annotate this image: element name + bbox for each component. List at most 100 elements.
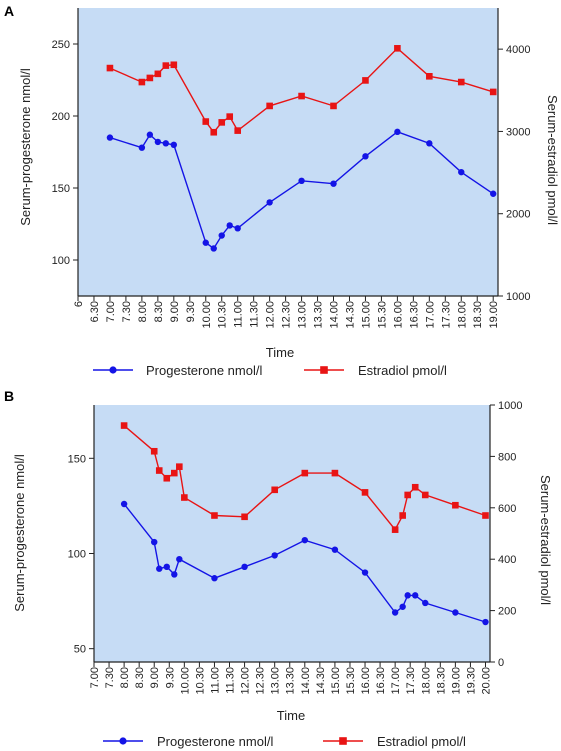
panel-b-progesterone-point (176, 556, 183, 563)
panel-a-right-axis-label: Serum-estradiol pmol/l (545, 95, 560, 225)
panel-a-estradiol-point (394, 45, 401, 52)
panel-a-x-tick-label: 16.30 (408, 301, 420, 329)
panel-b-x-tick-label: 13.30 (285, 667, 297, 695)
panel-a-x-tick-label: 18.00 (456, 301, 468, 329)
panel-a-x-tick-label: 6 (73, 301, 85, 307)
panel-a-legend-progesterone-label: Progesterone nmol/l (146, 363, 262, 378)
panel-b-right-tick-label: 1000 (498, 400, 522, 412)
panel-a-x-tick-label: 15.00 (360, 301, 372, 329)
panel-b-right-tick-label: 0 (498, 657, 504, 669)
panel-a-x-tick-label: 15.30 (376, 301, 388, 329)
panel-a-right-tick-label: 3000 (506, 126, 530, 138)
panel-b-x-tick-label: 7.00 (89, 667, 101, 688)
panel-a-estradiol-point (426, 72, 433, 80)
panel-b-progesterone-point (301, 536, 308, 544)
panel-a-estradiol-point (226, 113, 234, 120)
panel-a-x-axis-label: Time (266, 345, 294, 360)
panel-a-legend-progesterone-marker (109, 366, 117, 374)
panel-a-progesterone-point (154, 138, 162, 146)
panel-a-estradiol-point (154, 70, 162, 78)
panel-b-x-tick-label: 18.00 (420, 667, 432, 695)
panel-b-x-tick-label: 12.30 (255, 667, 267, 695)
panel-b-right-tick-label: 800 (498, 451, 516, 463)
panel-b-letter: B (4, 388, 14, 404)
panel-a-x-tick-label: 8.30 (153, 301, 165, 322)
panel-b-x-tick-label: 20.00 (480, 667, 492, 695)
panel-a-estradiol-point (202, 118, 210, 125)
panel-a-x-tick-label: 17.00 (424, 301, 436, 329)
panel-b-legend-progesterone-marker (119, 737, 127, 745)
panel-b-estradiol-point (452, 501, 459, 509)
panel-b-estradiol-point (163, 474, 171, 482)
panel-a-x-tick-label: 18.30 (472, 301, 484, 329)
panel-b-progesterone-point (404, 592, 411, 599)
panel-b-progesterone-point (361, 569, 369, 576)
panel-a-progesterone-point (362, 153, 369, 160)
panel-b-left-tick-label: 100 (68, 548, 86, 560)
panel-a-progesterone-point (202, 239, 209, 246)
panel-a-progesterone-point (106, 134, 114, 141)
panel-b-x-tick-label: 12.00 (240, 667, 252, 695)
panel-a-legend-estradiol-label: Estradiol pmol/l (358, 363, 447, 378)
panel-b-left-tick-label: 150 (68, 453, 86, 465)
panel-a-progesterone-point (458, 168, 465, 176)
panel-a-estradiol-point (138, 78, 146, 86)
panel-b-estradiol-point (120, 422, 128, 429)
panel-a-estradiol-point (266, 102, 273, 110)
panel-a-progesterone-point (226, 222, 233, 229)
panel-a-progesterone-point (426, 140, 433, 147)
panel-a-left-tick-label: 250 (52, 39, 70, 51)
panel-a-left-axis-label: Serum-progesterone nmol/l (18, 68, 33, 226)
panel-b-estradiol-point (411, 483, 419, 491)
panel-a-estradiol-point (362, 77, 369, 84)
panel-a-progesterone-point (298, 177, 305, 184)
panel-a-estradiol-point (170, 61, 178, 69)
panel-b-right-tick-label: 200 (498, 606, 516, 618)
panel-b-x-tick-label: 15.30 (345, 667, 357, 695)
panel-b-progesterone-point (482, 618, 489, 626)
panel-a-x-tick-label: 9.00 (169, 301, 181, 322)
panel-b-estradiol-point (176, 463, 183, 470)
panel-b-x-tick-label: 13.00 (270, 667, 282, 695)
panel-a-estradiol-point (210, 128, 218, 136)
panel-b-estradiol-point (404, 491, 411, 499)
panel-b-plot-area (94, 405, 490, 662)
panel-b-estradiol-point (361, 489, 369, 496)
panel-b-estradiol-point (482, 512, 489, 519)
panel-a-estradiol-point (162, 62, 170, 69)
panel-a-estradiol-point (234, 127, 241, 134)
panel-b-estradiol-point (331, 469, 339, 477)
panel-b-x-tick-label: 15.00 (330, 667, 342, 695)
panel-b-progesterone-point (399, 603, 406, 610)
panel-b-progesterone-point (271, 552, 278, 559)
panel-a-x-tick-label: 10.00 (201, 301, 213, 329)
panel-b-progesterone-point (241, 563, 248, 571)
panel-a-x-tick-label: 7.30 (121, 301, 133, 322)
panel-a-x-tick-label: 11.00 (233, 301, 245, 328)
panel-b-x-tick-label: 11.00 (209, 667, 221, 694)
panel-b-legend-progesterone-label: Progesterone nmol/l (157, 734, 273, 749)
panel-b-progesterone-point (422, 599, 429, 607)
panel-a-x-tick-label: 13.30 (313, 301, 325, 329)
panel-b-progesterone-point (163, 563, 170, 571)
panel-b-progesterone-point (151, 538, 158, 546)
panel-b-estradiol-point (155, 467, 163, 474)
panel-a-x-tick-label: 8.00 (137, 301, 149, 322)
panel-a-progesterone-point (266, 199, 273, 206)
panel-b-x-tick-label: 8.30 (134, 667, 146, 688)
panel-b-x-tick-label: 17.30 (405, 667, 417, 695)
panel-a-x-tick-label: 9.30 (185, 301, 197, 322)
panel-b-legend-estradiol-label: Estradiol pmol/l (377, 734, 466, 749)
panel-b-x-tick-label: 10.30 (194, 667, 206, 695)
panel-a-plot-area (78, 8, 498, 296)
panel-a-progesterone-point (234, 225, 241, 232)
panel-b-progesterone-point (452, 609, 459, 616)
panel-b-x-tick-label: 14.30 (315, 667, 327, 695)
panel-a-progesterone-point (162, 140, 170, 147)
panel-a-estradiol-point (330, 102, 337, 110)
panel-a-x-tick-label: 10.30 (217, 301, 229, 329)
panel-a-left-tick-label: 150 (52, 183, 70, 195)
panel-a-x-tick-label: 7.00 (105, 301, 117, 322)
panel-b-x-axis-label: Time (277, 708, 305, 723)
